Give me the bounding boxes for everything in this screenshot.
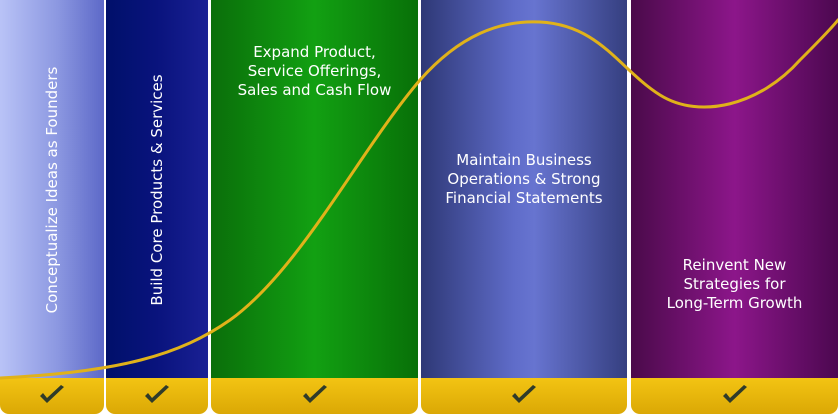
stage-label-4: Maintain Business Operations & Strong Fi… — [445, 151, 603, 207]
stage-column-3 — [211, 0, 418, 378]
stage-label-1: Conceptualize Ideas as Founders — [43, 66, 61, 314]
stage-footer-2 — [106, 378, 208, 414]
check-icon — [106, 378, 208, 414]
stage-label-5: Reinvent New Strategies for Long-Term Gr… — [666, 256, 803, 312]
stage-column-4 — [421, 0, 627, 378]
stage-column-2 — [106, 0, 208, 378]
stage-footer-1 — [0, 378, 104, 414]
stage-label-2: Build Core Products & Services — [148, 74, 166, 306]
check-icon — [211, 378, 418, 414]
stage-footer-3 — [211, 378, 418, 414]
stage-footer-4 — [421, 378, 627, 414]
stage-column-1 — [0, 0, 104, 378]
stage-footer-5 — [631, 378, 838, 414]
check-icon — [421, 378, 627, 414]
check-icon — [0, 378, 104, 414]
stage-column-5 — [631, 0, 838, 378]
stage-label-3: Expand Product, Service Offerings, Sales… — [237, 43, 392, 99]
check-icon — [631, 378, 838, 414]
